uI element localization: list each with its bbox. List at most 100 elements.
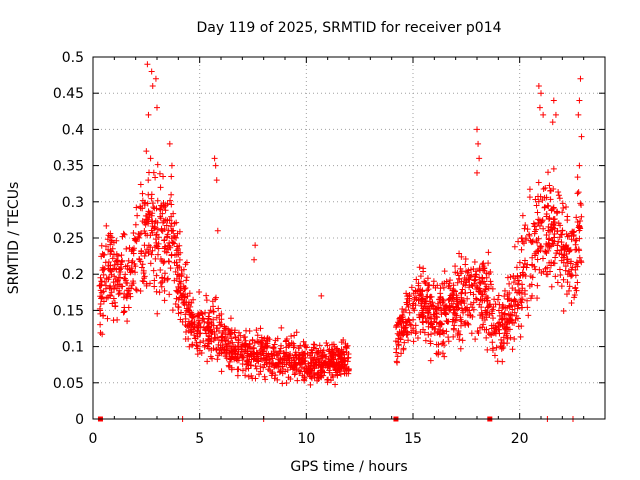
data-point: [448, 300, 455, 307]
data-point: [394, 321, 401, 328]
data-point: [413, 276, 420, 283]
data-point: [239, 354, 246, 361]
data-point: [419, 313, 426, 320]
data-point: [422, 315, 429, 322]
data-point: [534, 295, 541, 302]
data-point: [232, 334, 239, 341]
data-point: [550, 165, 557, 172]
data-point: [573, 237, 580, 244]
data-point: [498, 343, 505, 350]
data-point: [393, 322, 400, 329]
data-point: [462, 261, 469, 268]
data-point: [175, 283, 182, 290]
data-point: [120, 230, 127, 237]
data-point: [475, 140, 482, 147]
data-point: [422, 279, 429, 286]
data-point: [222, 349, 229, 356]
data-point: [532, 196, 539, 203]
data-point: [124, 292, 131, 299]
data-point: [534, 239, 541, 246]
data-point: [171, 259, 178, 266]
data-point: [485, 260, 492, 267]
data-point: [432, 305, 439, 312]
data-point: [108, 234, 115, 241]
data-point: [266, 336, 273, 343]
data-point: [412, 330, 419, 337]
data-point: [133, 204, 140, 211]
data-point: [191, 321, 198, 328]
data-point: [401, 339, 408, 346]
x-axis-label: GPS time / hours: [290, 459, 407, 475]
data-point: [458, 299, 465, 306]
data-point: [265, 366, 272, 373]
data-point: [504, 274, 511, 281]
data-point: [181, 286, 188, 293]
data-point: [420, 268, 427, 275]
data-point: [148, 251, 155, 258]
data-point: [471, 258, 478, 265]
data-point: [254, 351, 261, 358]
data-point: [142, 216, 149, 223]
data-point: [455, 330, 462, 337]
y-tick-label: 0.15: [53, 303, 84, 319]
data-point: [546, 215, 553, 222]
data-point: [291, 332, 298, 339]
data-point: [576, 97, 583, 104]
data-point: [300, 338, 307, 345]
data-point: [148, 68, 155, 75]
data-point: [393, 345, 400, 352]
data-point: [535, 198, 542, 205]
data-point: [282, 368, 289, 375]
data-point: [552, 111, 559, 118]
data-point: [413, 296, 420, 303]
data-point: [200, 315, 207, 322]
data-point: [480, 278, 487, 285]
data-point: [312, 359, 319, 366]
data-point: [196, 312, 203, 319]
data-point: [258, 334, 265, 341]
data-point: [314, 350, 321, 357]
data-point: [545, 227, 552, 234]
data-point: [521, 225, 528, 232]
data-point: [168, 201, 175, 208]
data-point: [149, 82, 156, 89]
data-point: [209, 355, 216, 362]
data-point: [534, 193, 541, 200]
data-point: [485, 285, 492, 292]
data-point: [128, 259, 135, 266]
data-point: [255, 358, 262, 365]
data-point: [188, 328, 195, 335]
data-point: [326, 348, 333, 355]
data-point: [535, 179, 542, 186]
data-point: [494, 296, 501, 303]
data-point: [212, 335, 219, 342]
data-point: [180, 290, 187, 297]
y-tick-label: 0.25: [53, 231, 84, 247]
data-point: [550, 97, 557, 104]
data-point: [182, 311, 189, 318]
data-point: [577, 75, 584, 82]
data-point: [330, 360, 337, 367]
data-point: [429, 324, 436, 331]
data-point: [415, 296, 422, 303]
data-point: [415, 280, 422, 287]
data-point: [168, 252, 175, 259]
data-point: [531, 230, 538, 237]
data-point: [279, 380, 286, 387]
data-point: [257, 343, 264, 350]
data-point: [565, 232, 572, 239]
data-point: [98, 289, 105, 296]
data-point: [509, 312, 516, 319]
data-point: [137, 181, 144, 188]
data-point: [121, 304, 128, 311]
data-point: [495, 292, 502, 299]
data-point: [274, 351, 281, 358]
data-point: [197, 330, 204, 337]
data-point: [293, 329, 300, 336]
data-point: [399, 305, 406, 312]
data-point: [509, 285, 516, 292]
data-point: [403, 290, 410, 297]
data-point: [504, 335, 511, 342]
data-point: [432, 325, 439, 332]
data-point: [172, 300, 179, 307]
